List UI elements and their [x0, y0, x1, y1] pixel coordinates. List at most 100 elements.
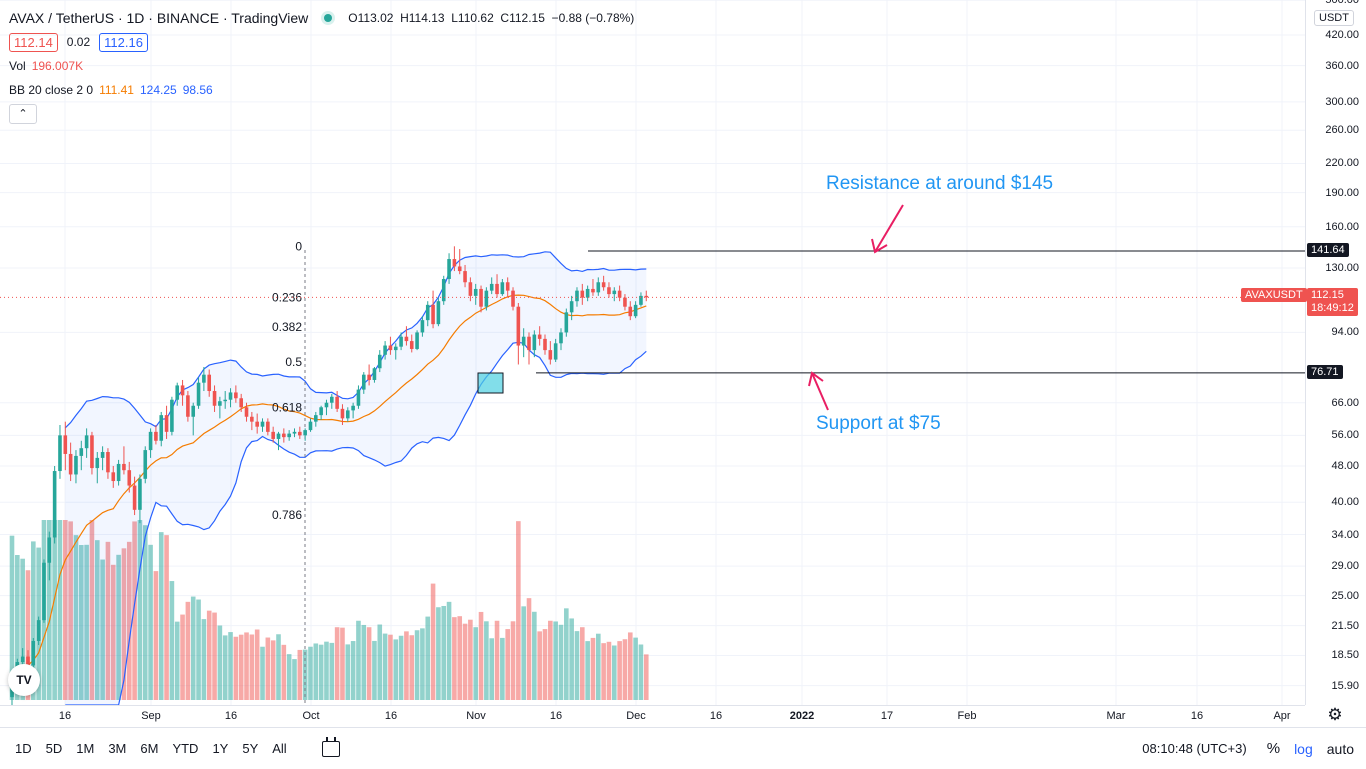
candle-body — [585, 288, 590, 298]
symbol-title[interactable]: AVAX / TetherUS · 1D · BINANCE · Trading… — [9, 10, 309, 26]
volume-bar — [643, 654, 649, 700]
volume-bar — [292, 659, 297, 700]
chevron-up-icon[interactable]: ⌃ — [9, 104, 37, 124]
candle-body — [287, 433, 291, 438]
support-price-tag: 76.71 — [1307, 364, 1343, 379]
volume-bar — [596, 633, 601, 700]
log-toggle[interactable]: log — [1294, 740, 1313, 757]
resistance-annotation[interactable]: Resistance at around $145 — [826, 173, 1054, 194]
timeframe-button[interactable]: All — [272, 741, 287, 756]
resistance-arrow[interactable] — [871, 204, 904, 254]
volume-bar — [15, 555, 20, 700]
bb-lower-value: 98.56 — [182, 83, 213, 97]
volume-bar — [441, 605, 447, 700]
support-arrow[interactable] — [808, 371, 829, 411]
candle-body — [612, 290, 617, 295]
price-axis-tick: 29.00 — [1331, 560, 1359, 573]
volume-bar — [377, 624, 383, 700]
volume-bar — [201, 619, 207, 700]
timeframe-button[interactable]: 5Y — [242, 741, 259, 756]
timeframe-button[interactable]: 6M — [140, 741, 159, 756]
candle-body — [164, 415, 169, 432]
volume-bar — [25, 570, 31, 700]
volume-bar — [542, 629, 548, 700]
price-chart[interactable]: 0 0.236 0.382 0.5 0.618 0.786 — [0, 0, 1305, 705]
price-axis-tick: 94.00 — [1331, 326, 1359, 339]
candle-body — [74, 455, 78, 475]
timeframe-button[interactable]: 5D — [45, 741, 63, 756]
volume-bar — [388, 634, 393, 700]
candle-body — [521, 336, 526, 346]
timeframe-button[interactable]: 1Y — [212, 741, 229, 756]
volume-bar — [345, 644, 351, 700]
volume-bar — [47, 520, 52, 700]
volume-bar — [350, 641, 356, 700]
volume-bar — [308, 646, 313, 700]
volume-bar — [425, 616, 431, 700]
percent-toggle[interactable]: % — [1266, 740, 1281, 757]
candle-body — [340, 408, 345, 419]
candle-body — [228, 392, 233, 400]
settings-gear-icon[interactable]: ⚙ — [1327, 705, 1343, 724]
ask-price[interactable]: 112.16 — [99, 32, 148, 52]
currency-label[interactable]: USDT — [1314, 10, 1354, 26]
fib-level-label: 0.5 — [285, 355, 302, 369]
volume-bar — [516, 521, 521, 700]
volume-bar — [366, 627, 372, 700]
volume-bar — [500, 637, 505, 700]
fibonacci-retracement[interactable]: 0 0.236 0.382 0.5 0.618 0.786 — [272, 239, 302, 522]
bollinger-basis-line — [22, 294, 647, 666]
price-axis[interactable]: USDT 500.00 420.00 360.00 300.00 260.00 220.0… — [1305, 0, 1366, 705]
candle-body — [255, 421, 259, 427]
time-axis[interactable]: 16 Sep 16 Oct 16 Nov 16 Dec 16 2022 17 Feb Mar 16 Apr — [0, 705, 1305, 728]
volume-bar — [238, 634, 244, 700]
candle-body — [543, 338, 547, 351]
candle-body — [399, 336, 403, 347]
timeframe-button[interactable]: 3M — [108, 741, 127, 756]
volume-bar — [132, 521, 137, 700]
candle-body — [436, 301, 441, 325]
compare-icon[interactable] — [321, 736, 340, 757]
support-annotation[interactable]: Support at $75 — [816, 413, 941, 434]
volume-bar — [484, 621, 489, 700]
volume-bar — [20, 558, 25, 700]
bid-price[interactable]: 112.14 — [9, 32, 58, 52]
volume-bar — [206, 610, 212, 700]
volume-bar — [222, 635, 228, 700]
candle-body — [564, 312, 569, 333]
timeframe-button[interactable]: 1D — [15, 741, 32, 756]
candle-body — [591, 288, 595, 293]
price-axis-tick: 40.00 — [1331, 496, 1359, 509]
timeframe-button[interactable]: YTD — [172, 741, 199, 756]
candle-body — [314, 415, 318, 422]
bb-basis-value: 111.41 — [99, 83, 134, 97]
bar-countdown: 18:49:12 — [1311, 302, 1354, 315]
highlight-box[interactable] — [477, 372, 504, 394]
timeframe-button[interactable]: 1M — [76, 741, 95, 756]
candle-body — [175, 385, 180, 400]
candle-body — [601, 282, 606, 288]
volume-bar — [580, 627, 585, 700]
candle-body — [276, 433, 281, 439]
ohlc-values: O113.02 H114.13 L110.62 C112.15 −0.88 (−… — [348, 11, 635, 25]
candle-body — [468, 282, 473, 296]
candle-body — [548, 350, 553, 360]
candle-body — [260, 421, 265, 427]
bb-indicator-label[interactable]: BB 20 close 2 0 — [9, 83, 94, 97]
time-axis-tick: 16 — [58, 710, 72, 722]
candle-body — [186, 395, 190, 417]
volume-bar — [121, 548, 127, 700]
candle-body — [489, 283, 494, 291]
candle-body — [68, 453, 73, 475]
candle-body — [388, 345, 393, 351]
volume-bar — [249, 634, 255, 700]
candle-body — [377, 354, 382, 369]
volume-bar — [627, 632, 633, 700]
tradingview-logo[interactable]: TV — [8, 664, 40, 696]
volume-bar — [57, 520, 63, 700]
clock[interactable]: 08:10:48 (UTC+3) — [1142, 741, 1247, 756]
candle-body — [26, 656, 30, 666]
time-axis-tick: 16 — [549, 710, 563, 722]
auto-toggle[interactable]: auto — [1326, 740, 1354, 757]
candle-body — [239, 398, 243, 408]
